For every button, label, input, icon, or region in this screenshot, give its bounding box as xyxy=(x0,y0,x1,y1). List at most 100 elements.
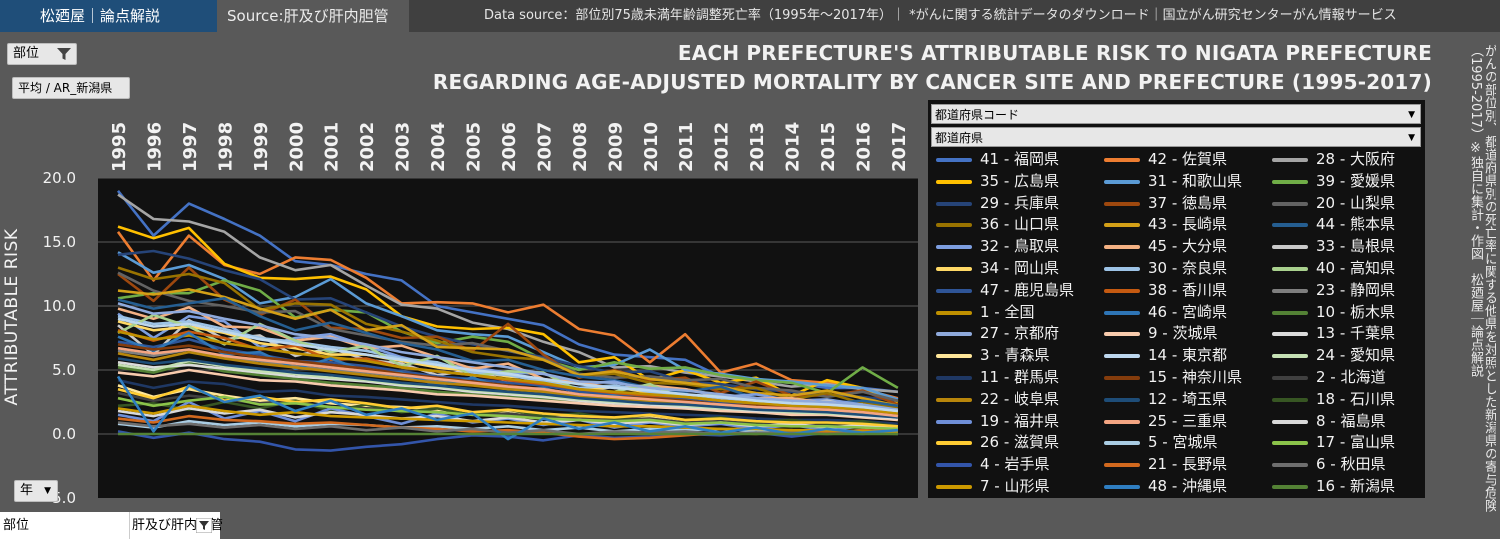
legend-label: 39 - 愛媛県 xyxy=(1316,171,1396,190)
legend-label: 26 - 滋賀県 xyxy=(980,433,1060,452)
legend-label: 12 - 埼玉県 xyxy=(1148,389,1228,408)
legend-swatch xyxy=(1272,158,1308,162)
legend-swatch xyxy=(936,201,972,206)
legend-swatch xyxy=(1272,288,1308,293)
x-tick-label: 2007 xyxy=(534,122,555,172)
legend-swatch xyxy=(1272,201,1308,206)
year-field-button[interactable]: 年 ▼ xyxy=(14,480,58,502)
legend-swatch xyxy=(1104,201,1140,206)
x-tick-label: 2015 xyxy=(818,122,839,172)
series-line-31 xyxy=(117,378,898,426)
legend-label: 41 - 福岡県 xyxy=(980,150,1060,168)
legend-label: 35 - 広島県 xyxy=(980,171,1060,190)
x-tick-label: 2013 xyxy=(747,122,768,172)
x-tick-label: 2002 xyxy=(357,122,378,172)
legend-swatch xyxy=(936,310,972,315)
legend-label: 37 - 徳島県 xyxy=(1148,193,1228,212)
legend-label: 8 - 福島県 xyxy=(1316,411,1386,430)
legend-label: 48 - 沖縄県 xyxy=(1148,477,1228,495)
y-tick-label: 15.0 xyxy=(43,233,76,251)
legend-swatch xyxy=(1272,223,1308,228)
x-tick-label: 2009 xyxy=(605,122,626,172)
bottom-filter-label: 部位 xyxy=(0,512,130,539)
legend-swatch xyxy=(1272,310,1308,315)
legend-label: 22 - 岐阜県 xyxy=(980,389,1060,408)
prefecture-label: 都道府県 xyxy=(935,131,984,145)
legend-label: 44 - 熊本県 xyxy=(1316,215,1396,234)
legend-label: 24 - 愛知県 xyxy=(1316,346,1396,365)
dropdown-arrow-icon: ▼ xyxy=(1408,133,1415,143)
legend-swatch xyxy=(1272,245,1308,250)
legend-label: 27 - 京都府 xyxy=(980,324,1060,343)
x-tick-label: 2011 xyxy=(676,122,697,172)
prefecture-code-field[interactable]: 都道府県コード ▼ xyxy=(931,104,1421,124)
y-axis-label: ATTRIBUTABLE RISK xyxy=(2,228,22,406)
bottom-filter-value[interactable]: 肝及び肝内胆管 xyxy=(130,512,223,539)
value-field-button[interactable]: 平均 / AR_新潟県 xyxy=(12,77,130,99)
series-line-42 xyxy=(117,395,898,431)
legend-swatch xyxy=(1104,288,1140,293)
legend-swatch xyxy=(1104,245,1140,250)
y-tick-label: 5.0 xyxy=(52,361,76,379)
series-line-35 xyxy=(117,357,898,419)
x-tick-label: 2014 xyxy=(783,122,804,172)
x-tick-label: 2005 xyxy=(464,122,485,172)
bottom-filter-row: 部位 肝及び肝内胆管 xyxy=(0,512,1500,539)
x-tick-label: 2017 xyxy=(889,122,910,172)
legend-swatch xyxy=(1104,397,1140,402)
legend-swatch xyxy=(1272,463,1308,468)
x-tick-label: 1995 xyxy=(109,122,130,172)
series-line-4 xyxy=(117,225,899,404)
series-line-10 xyxy=(117,266,899,409)
legend-label: 19 - 福井県 xyxy=(980,411,1060,430)
x-tick-label: 1996 xyxy=(144,122,165,172)
legend-label: 1 - 全国 xyxy=(980,302,1035,321)
series-line-26 xyxy=(117,368,898,422)
legend-swatch xyxy=(1272,441,1308,446)
legend-swatch xyxy=(936,354,972,359)
legend-swatch xyxy=(1272,179,1308,184)
x-tick-label: 2008 xyxy=(570,122,591,172)
source-tab[interactable]: Source:肝及び肝内胆管 xyxy=(217,0,409,32)
legend-label: 36 - 山口県 xyxy=(980,215,1060,234)
legend-label: 30 - 奈良県 xyxy=(1148,259,1228,277)
legend-swatch xyxy=(1272,397,1308,402)
y-tick-label: 20.0 xyxy=(43,170,76,187)
legend-swatch xyxy=(1104,419,1140,424)
legend-swatch xyxy=(1272,376,1308,380)
x-tick-label: 2004 xyxy=(428,122,449,172)
legend-label: 25 - 三重県 xyxy=(1148,411,1228,430)
legend-swatch xyxy=(936,223,972,228)
legend-label: 32 - 鳥取県 xyxy=(980,237,1060,256)
legend-label: 7 - 山形県 xyxy=(980,477,1050,495)
chart-title-line1: EACH PREFECTURE'S ATTRIBUTABLE RISK TO N… xyxy=(677,41,1432,65)
legend-label: 23 - 静岡県 xyxy=(1316,280,1396,299)
x-tick-label: 2000 xyxy=(286,122,307,172)
legend-label: 9 - 茨城県 xyxy=(1148,324,1218,343)
legend-label: 15 - 神奈川県 xyxy=(1148,368,1243,386)
legend-label: 28 - 大阪府 xyxy=(1316,150,1396,168)
legend-swatch xyxy=(1104,463,1140,468)
y-tick-label: 0.0 xyxy=(52,425,76,443)
x-tick-label: 2001 xyxy=(322,122,343,172)
site-filter-button[interactable]: 部位 xyxy=(7,43,77,65)
top-bar: 松廼屋｜論点解説 Source:肝及び肝内胆管 Data source：部位別7… xyxy=(0,0,1500,32)
legend-swatch xyxy=(1104,376,1140,380)
series-line-11 xyxy=(117,288,899,408)
series-line-38 xyxy=(117,346,899,418)
x-tick-label: 1998 xyxy=(215,122,236,172)
legend-label: 5 - 宮城県 xyxy=(1148,433,1218,452)
legend-label: 46 - 宮崎県 xyxy=(1148,302,1228,321)
legend-label: 29 - 兵庫県 xyxy=(980,193,1060,212)
prefecture-field[interactable]: 都道府県 ▼ xyxy=(931,127,1421,147)
legend-swatch xyxy=(936,397,972,402)
legend-swatch xyxy=(1104,310,1140,315)
legend-label: 40 - 高知県 xyxy=(1316,259,1396,277)
dropdown-arrow-icon: ▼ xyxy=(44,486,51,496)
series-line-22 xyxy=(117,330,899,415)
legend-swatch xyxy=(1272,354,1308,359)
legend-swatch xyxy=(936,332,972,337)
legend-swatch xyxy=(1272,332,1308,337)
filter-funnel-icon[interactable] xyxy=(196,518,212,533)
series-line-29 xyxy=(117,317,899,413)
